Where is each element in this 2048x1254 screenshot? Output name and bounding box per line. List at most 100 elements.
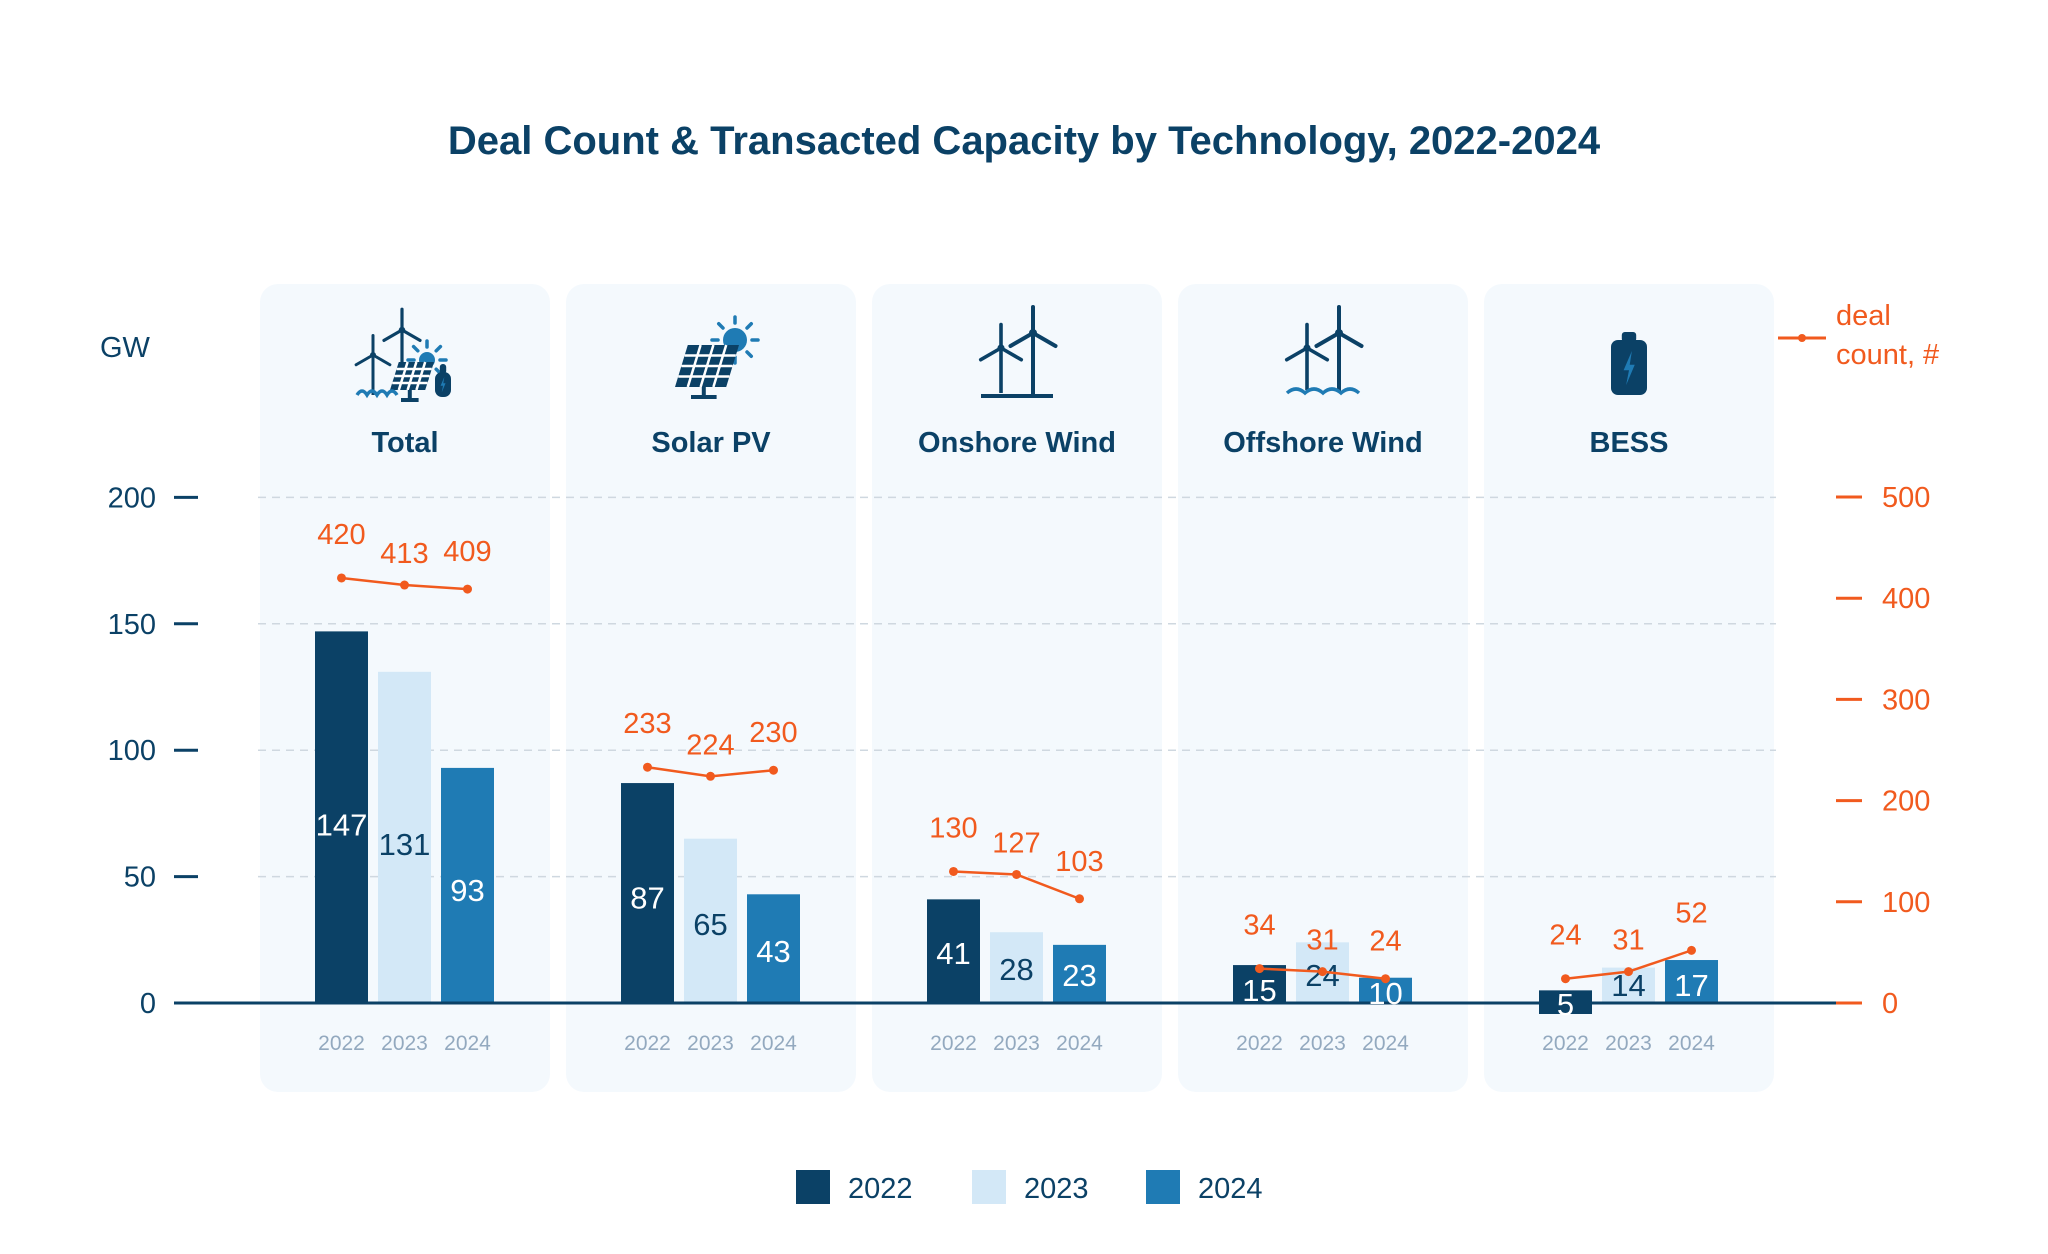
year-tick-total-2022: 2022 xyxy=(318,1032,365,1055)
bar-label-solar-pv-2024: 43 xyxy=(756,934,790,969)
solar-panel-icon xyxy=(675,315,760,399)
deal-label-onshore-wind-2024: 103 xyxy=(1055,846,1103,878)
bar-onshore-wind-2022 xyxy=(927,899,980,1003)
bar-total-2024 xyxy=(441,767,494,1003)
year-tick-solar-pv-2024: 2024 xyxy=(750,1032,797,1055)
deal-label-total-2022: 420 xyxy=(317,519,365,551)
deal-label-total-2024: 409 xyxy=(443,536,491,568)
right-tick-label-500: 500 xyxy=(1882,482,1930,514)
legend-label-2024: 2024 xyxy=(1198,1173,1263,1205)
left-tick-label-50: 50 xyxy=(124,862,156,894)
bar-solar-pv-2024 xyxy=(747,894,800,1003)
chart-title: Deal Count & Transacted Capacity by Tech… xyxy=(448,119,1601,163)
deal-point-bess-2022 xyxy=(1561,974,1570,984)
bar-label-onshore-wind-2023: 28 xyxy=(999,952,1033,987)
deal-point-offshore-wind-2022 xyxy=(1255,964,1264,974)
left-tick-label-100: 100 xyxy=(108,735,156,767)
deal-label-onshore-wind-2022: 130 xyxy=(929,812,977,844)
deal-label-solar-pv-2024: 230 xyxy=(749,717,797,749)
deal-point-onshore-wind-2024 xyxy=(1075,894,1084,904)
bar-label-solar-pv-2023: 65 xyxy=(693,907,727,942)
left-axis-title: GW xyxy=(100,332,151,364)
category-label-bess: BESS xyxy=(1590,427,1669,459)
deal-point-offshore-wind-2024 xyxy=(1381,974,1390,984)
deal-lines xyxy=(337,573,1696,984)
right-axis-title-line2: count, # xyxy=(1836,339,1939,371)
year-tick-bess-2022: 2022 xyxy=(1542,1032,1589,1055)
icons xyxy=(354,305,1647,402)
category-label-solar-pv: Solar PV xyxy=(651,427,771,459)
bar-label-total-2022: 147 xyxy=(316,808,368,843)
bar-label-solar-pv-2022: 87 xyxy=(630,880,664,915)
bar-total-2023 xyxy=(378,671,431,1003)
bar-bess-2024 xyxy=(1665,960,1718,1003)
deal-label-bess-2023: 31 xyxy=(1612,925,1644,957)
legend-swatch-2024 xyxy=(1146,1170,1180,1204)
panel-3 xyxy=(872,284,1162,1092)
deal-point-solar-pv-2024 xyxy=(769,765,778,775)
right-tick-label-100: 100 xyxy=(1882,887,1930,919)
deal-point-total-2022 xyxy=(337,573,346,583)
renewables-mix-icon xyxy=(354,307,451,402)
category-label-offshore-wind: Offshore Wind xyxy=(1223,427,1423,459)
year-tick-onshore-wind-2022: 2022 xyxy=(930,1032,977,1055)
category-label-total: Total xyxy=(371,427,438,459)
deal-point-solar-pv-2023 xyxy=(706,771,715,781)
year-tick-solar-pv-2022: 2022 xyxy=(624,1032,671,1055)
year-tick-total-2024: 2024 xyxy=(444,1032,491,1055)
deal-label-bess-2024: 52 xyxy=(1675,897,1707,929)
year-tick-onshore-wind-2024: 2024 xyxy=(1056,1032,1103,1055)
deal-point-bess-2023 xyxy=(1624,967,1633,977)
left-tick-label-0: 0 xyxy=(140,988,156,1020)
year-tick-offshore-wind-2022: 2022 xyxy=(1236,1032,1283,1055)
panel-4 xyxy=(1178,284,1468,1092)
deal-point-bess-2024 xyxy=(1687,945,1696,955)
bar-label-onshore-wind-2022: 41 xyxy=(936,936,970,971)
deal-label-offshore-wind-2022: 34 xyxy=(1243,910,1275,942)
right-axis-title-line1: deal xyxy=(1836,300,1891,332)
gridlines xyxy=(258,496,1776,878)
bar-label-bess-2024: 17 xyxy=(1674,968,1708,1003)
right-tick-label-400: 400 xyxy=(1882,583,1930,615)
panel-5 xyxy=(1484,284,1774,1092)
right-tick-label-300: 300 xyxy=(1882,684,1930,716)
bar-labels: 1471319387654341282315241051417 xyxy=(316,808,1709,1022)
bar-solar-pv-2023 xyxy=(684,838,737,1003)
year-tick-bess-2024: 2024 xyxy=(1668,1032,1715,1055)
year-tick-offshore-wind-2024: 2024 xyxy=(1362,1032,1409,1055)
bar-label-onshore-wind-2024: 23 xyxy=(1062,958,1096,993)
left-tick-label-200: 200 xyxy=(108,482,156,514)
right-tick-label-0: 0 xyxy=(1882,988,1898,1020)
year-tick-onshore-wind-2023: 2023 xyxy=(993,1032,1040,1055)
deal-point-onshore-wind-2022 xyxy=(949,866,958,876)
deal-point-onshore-wind-2023 xyxy=(1012,869,1021,879)
bar-onshore-wind-2023 xyxy=(990,932,1043,1003)
deal-label-bess-2022: 24 xyxy=(1549,920,1581,952)
legend-label-2022: 2022 xyxy=(848,1173,913,1205)
deal-label-solar-pv-2022: 233 xyxy=(623,708,671,740)
year-tick-bess-2023: 2023 xyxy=(1605,1032,1652,1055)
left-tick-label-150: 150 xyxy=(108,609,156,641)
bar-solar-pv-2022 xyxy=(621,783,674,1003)
deal-label-offshore-wind-2023: 31 xyxy=(1306,925,1338,957)
offshore-wind-turbine-icon xyxy=(1284,305,1364,396)
category-label-onshore-wind: Onshore Wind xyxy=(918,427,1116,459)
bar-label-bess-2022: 5 xyxy=(1557,987,1574,1022)
deal-point-solar-pv-2022 xyxy=(643,762,652,772)
legend-swatch-2022 xyxy=(796,1170,830,1204)
deal-label-total-2023: 413 xyxy=(380,538,428,570)
bar-onshore-wind-2024 xyxy=(1053,944,1106,1003)
right-tick-label-200: 200 xyxy=(1882,786,1930,818)
deal-label-offshore-wind-2024: 24 xyxy=(1369,926,1401,958)
bar-label-offshore-wind-2022: 15 xyxy=(1242,973,1276,1008)
deal-point-offshore-wind-2023 xyxy=(1318,967,1327,977)
battery-icon xyxy=(1611,332,1647,395)
bar-label-total-2023: 131 xyxy=(379,827,431,862)
bar-label-total-2024: 93 xyxy=(450,873,484,908)
deal-label-solar-pv-2023: 224 xyxy=(686,729,734,761)
right-axis-legend-marker xyxy=(1778,334,1826,342)
deal-label-onshore-wind-2023: 127 xyxy=(992,827,1040,859)
deal-point-total-2024 xyxy=(463,584,472,594)
